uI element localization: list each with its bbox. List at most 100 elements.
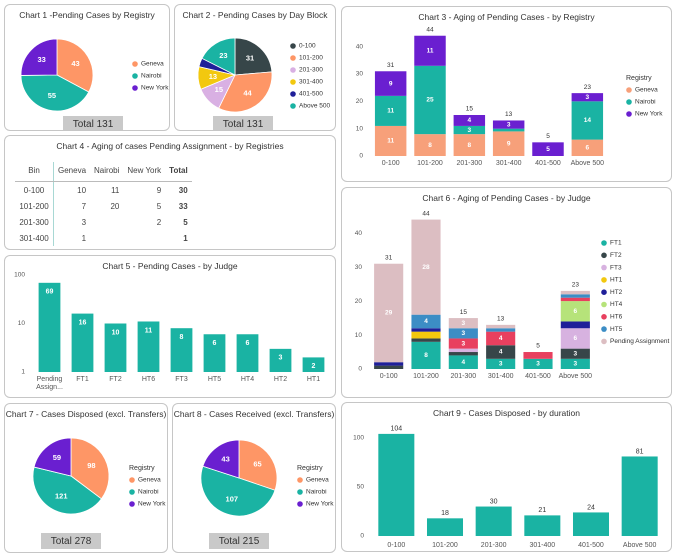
bar-segment (411, 219, 441, 315)
bar-segment (486, 358, 516, 369)
data-label: 3 (574, 350, 578, 357)
total-label: Total 131 (73, 119, 114, 130)
data-label: 21 (538, 507, 546, 514)
data-label: 11 (145, 327, 153, 334)
y-tick-label: 100 (14, 272, 25, 279)
data-label: 3 (462, 340, 466, 347)
slice-label: 31 (246, 54, 254, 63)
table-row: 201-300 3 2 5 (15, 214, 192, 230)
table-cell (123, 230, 165, 246)
bar-segment (448, 348, 478, 353)
legend-swatch (290, 43, 296, 49)
table-cell: 101-200 (15, 198, 54, 214)
y-tick-label: 40 (356, 43, 364, 50)
legend-label: New York (138, 501, 166, 508)
chart-title: Chart 2 - Pending Cases by Day Block (182, 10, 328, 20)
bar-segment (374, 71, 407, 96)
data-label: 4 (499, 349, 503, 356)
data-label: 3 (507, 121, 511, 128)
bar (524, 515, 561, 536)
total-label: 23 (584, 84, 592, 91)
table-cell: 5 (156, 201, 162, 211)
bar (378, 433, 415, 536)
table-cell (90, 230, 123, 246)
data-label: 6 (574, 308, 578, 315)
x-tick-label: 201-300 (480, 542, 507, 549)
table-cell: 201-300 (15, 214, 54, 230)
data-label: 25 (426, 97, 434, 104)
bar (236, 334, 259, 372)
bar-segment (453, 134, 486, 156)
data-label: 2 (312, 363, 316, 370)
data-label: 104 (390, 426, 402, 433)
bar-segment (374, 365, 404, 369)
legend-swatch (601, 252, 607, 259)
bar-segment (411, 338, 441, 342)
legend-swatch (290, 67, 296, 73)
legend-label: FT2 (610, 252, 622, 259)
bar-segment (448, 338, 478, 349)
legend-label: Above 500 (299, 103, 330, 110)
y-tick-label: 10 (356, 125, 364, 132)
chart-panel: 65 107 43 Registry Geneva Nairobi New York Tota… (172, 403, 336, 553)
x-tick-label: HT5 (207, 376, 222, 383)
x-tick-label: Above 500 (622, 542, 657, 549)
bar (170, 328, 193, 372)
total-label: Total 215 (219, 536, 260, 547)
x-tick-label: 101-200 (417, 160, 443, 167)
bar-segment (374, 362, 404, 366)
data-label: 4 (468, 117, 472, 124)
legend-label: Geneva (635, 87, 658, 94)
legend-label: Nairobi (306, 489, 327, 496)
bar (572, 512, 610, 536)
x-tick-label: 201-300 (456, 160, 483, 167)
x-tick-label: 0-100 (379, 373, 398, 380)
chart-panel: 0 10 20 30 40 11 11 9 31 8 25 11 44 8 3 4 15 9 3 13 5 5 6 14 3 23… (341, 6, 672, 182)
bar-segment (448, 355, 478, 369)
bar-segment (492, 120, 525, 129)
data-label: 8 (180, 334, 184, 341)
legend-label: Nairobi (141, 73, 162, 80)
data-label: 3 (586, 94, 590, 101)
legend-swatch (129, 501, 135, 507)
legend-title: Registry (626, 75, 652, 82)
legend-label: HT5 (610, 326, 623, 333)
legend-swatch (601, 289, 607, 295)
legend-swatch (601, 264, 607, 271)
chart-title: Chart 7 - Cases Disposed (excl. Transfer… (5, 409, 167, 419)
column-header: New York (123, 162, 166, 182)
x-tick-label: Pending Assign... (36, 376, 63, 391)
total-label: 44 (422, 210, 430, 217)
x-tick-label: 0-100 (381, 160, 400, 167)
legend-label: New York (306, 501, 334, 508)
chart-title: Chart 1 -Pending Cases by Registry (19, 10, 155, 20)
bar-segment (453, 115, 486, 126)
column-header: Total (165, 162, 192, 182)
legend-label: Geneva (141, 61, 164, 68)
data-label: 81 (636, 448, 644, 455)
data-label: 4 (462, 359, 466, 366)
bar-segment (523, 358, 553, 369)
legend-label: Geneva (306, 477, 329, 484)
table-cell: 301-400 (15, 230, 54, 246)
data-label: 9 (389, 80, 393, 87)
bar (475, 506, 512, 536)
data-label: 3 (574, 361, 578, 368)
bar (137, 321, 160, 372)
legend-title: Registry (297, 465, 323, 472)
chart-canvas: 0 50 100 104 18 30 21 24 81 (353, 426, 658, 540)
bar-segment (486, 331, 516, 346)
pie-slice (56, 38, 94, 93)
x-tick-label: 101-200 (432, 542, 458, 549)
legend-swatch (290, 103, 296, 109)
y-tick-label: 40 (355, 230, 363, 237)
data-label: 3 (468, 127, 472, 134)
total-label: Total 131 (223, 119, 264, 130)
legend-label: FT3 (610, 264, 622, 271)
data-label: 11 (427, 47, 434, 54)
chart-panel: 98 121 59 Registry Geneva Nairobi New York Tota… (4, 403, 168, 553)
bar (38, 282, 61, 372)
table-cell: 7 (81, 201, 87, 211)
bar-segment (532, 142, 564, 156)
